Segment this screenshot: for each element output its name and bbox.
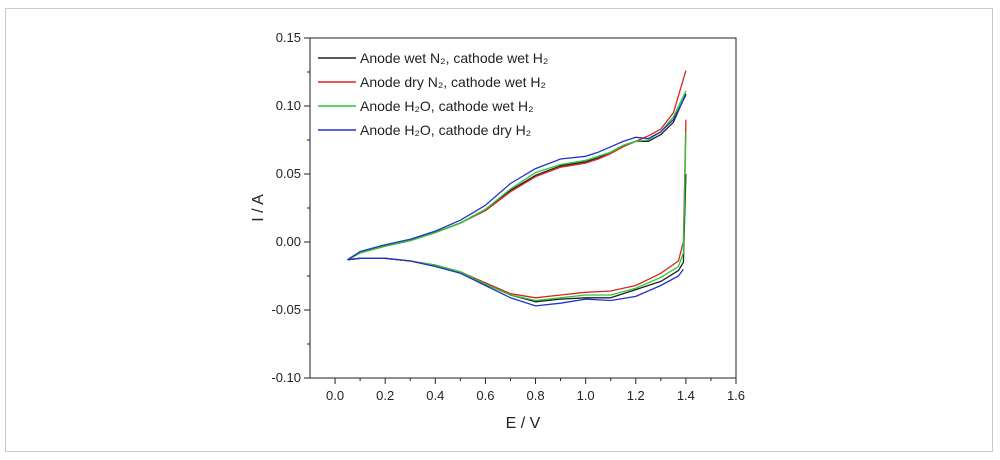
y-axis-ticks: -0.10 -0.05 0.00 0.05 0.10 0.15 (271, 30, 310, 385)
y-axis-title: I / A (250, 194, 267, 222)
y-tick-label: -0.10 (271, 370, 301, 385)
x-tick-label: 0.2 (376, 388, 394, 403)
y-tick-label: 0.15 (276, 30, 301, 45)
legend-label: Anode H₂O, cathode dry H₂ (360, 122, 531, 138)
series-3-anodic-line (347, 90, 687, 261)
y-tick-label: -0.05 (271, 302, 301, 317)
legend: Anode wet N₂, cathode wet H₂ Anode dry N₂… (318, 50, 548, 138)
x-tick-label: 1.6 (727, 388, 745, 403)
x-tick-label: 0.4 (426, 388, 444, 403)
series-3-cathodic-line (347, 133, 687, 302)
x-tick-label: 0.8 (526, 388, 544, 403)
y-tick-label: 0.05 (276, 166, 301, 181)
series-4-anodic-line (347, 94, 687, 261)
x-axis-title: E / V (506, 415, 541, 432)
series-2-cathodic-line (347, 119, 687, 299)
x-tick-label: 1.0 (577, 388, 595, 403)
y-tick-label: 0.10 (276, 98, 301, 113)
legend-label: Anode dry N₂, cathode wet H₂ (360, 74, 546, 90)
series-1-cathodic-line (347, 173, 687, 303)
series-1-anodic-line (347, 93, 687, 261)
x-tick-label: 1.2 (627, 388, 645, 403)
x-tick-label: 0.6 (476, 388, 494, 403)
legend-label: Anode wet N₂, cathode wet H₂ (360, 50, 548, 66)
x-tick-label: 1.4 (677, 388, 695, 403)
series-lines (347, 70, 687, 307)
y-tick-label: 0.00 (276, 234, 301, 249)
legend-label: Anode H₂O, cathode wet H₂ (360, 98, 534, 114)
series-4-cathodic-line (347, 257, 684, 307)
x-axis-ticks: 0.0 0.2 0.4 0.6 0.8 1.0 1.2 1.4 1.6 (326, 378, 745, 403)
x-tick-label: 0.0 (326, 388, 344, 403)
